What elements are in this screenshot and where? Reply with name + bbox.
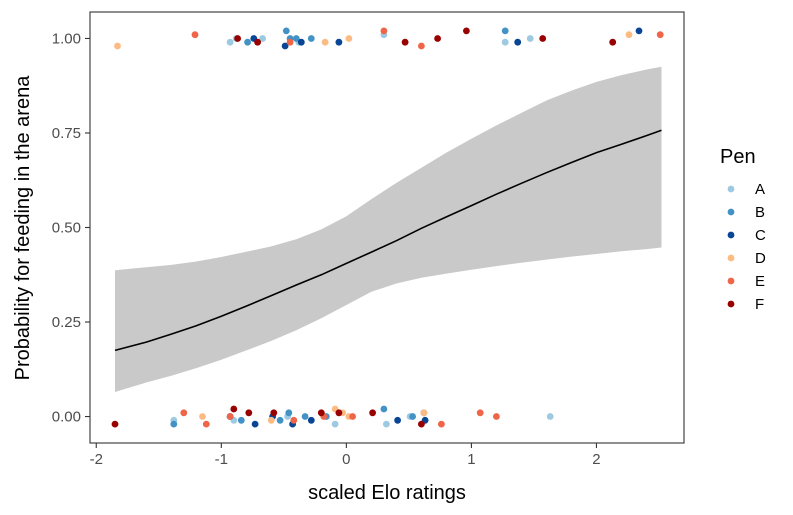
y-tick-label: 0.75 xyxy=(52,125,81,142)
data-point-pen-d xyxy=(321,38,329,46)
data-point-pen-f xyxy=(254,38,261,46)
data-point-pen-e xyxy=(290,416,298,424)
x-axis-title: scaled Elo ratings xyxy=(308,482,466,504)
data-point-pen-c xyxy=(251,420,259,428)
confidence-band xyxy=(115,66,662,393)
data-point-pen-f xyxy=(609,38,617,46)
data-point-pen-c xyxy=(307,416,315,424)
data-point-pen-a xyxy=(331,420,339,428)
data-point-pen-a xyxy=(501,38,509,46)
x-tick-label: 2 xyxy=(592,451,600,468)
data-point-pen-b xyxy=(501,27,509,35)
x-tick-label: 0 xyxy=(342,451,350,468)
y-tick-label: 0.50 xyxy=(52,220,81,237)
data-point-pen-d xyxy=(267,416,275,424)
data-point-pen-a xyxy=(383,420,390,428)
data-point-pen-c xyxy=(281,42,289,50)
legend-key-pen-a xyxy=(727,185,735,193)
data-point-pen-f xyxy=(317,409,325,417)
data-point-pen-c xyxy=(635,27,643,35)
data-point-pen-b xyxy=(380,405,388,413)
data-point-pen-e xyxy=(191,31,199,39)
data-point-pen-f xyxy=(245,409,253,417)
data-point-pen-b xyxy=(301,413,309,420)
confidence-band-layer xyxy=(115,66,662,393)
data-point-pen-f xyxy=(335,409,343,417)
data-point-pen-f xyxy=(434,35,441,42)
legend-label-pen-f: F xyxy=(755,296,764,313)
legend-key-pen-f xyxy=(727,300,735,308)
data-point-pen-e xyxy=(418,42,425,50)
data-point-pen-b xyxy=(285,409,293,417)
data-point-pen-a xyxy=(226,38,234,46)
data-point-pen-e xyxy=(656,31,664,39)
data-point-pen-c xyxy=(514,38,522,46)
data-point-pen-c xyxy=(394,416,401,424)
data-point-pen-d xyxy=(114,42,121,50)
data-point-pen-e xyxy=(476,409,484,417)
data-point-pen-a xyxy=(526,35,534,42)
data-point-pen-d xyxy=(625,31,633,39)
data-point-pen-a xyxy=(259,35,266,42)
y-tick-label: 1.00 xyxy=(52,30,81,47)
y-tick-label: 0.00 xyxy=(52,409,81,426)
data-point-pen-f xyxy=(111,420,119,428)
data-point-pen-e xyxy=(286,38,294,46)
legend-title: Pen xyxy=(720,146,756,168)
data-point-pen-f xyxy=(369,409,376,417)
data-point-pen-f xyxy=(234,35,242,42)
data-point-pen-c xyxy=(297,38,305,46)
legend-key-pen-e xyxy=(727,277,735,285)
legend-label-pen-e: E xyxy=(755,273,765,290)
y-tick-label: 0.25 xyxy=(52,314,81,331)
legend-label-pen-b: B xyxy=(755,204,765,221)
data-point-pen-d xyxy=(199,413,206,420)
legend-key-pen-c xyxy=(727,231,735,239)
data-point-pen-b xyxy=(237,416,245,424)
y-axis-ticks: 0.00 0.25 0.50 0.75 1.00 xyxy=(52,30,90,426)
data-point-pen-b xyxy=(409,413,416,420)
data-point-pen-e xyxy=(380,27,388,35)
data-point-pen-f xyxy=(230,405,238,413)
legend-label-pen-a: A xyxy=(755,181,765,198)
fitted-probability-line xyxy=(114,129,662,352)
data-point-pen-f xyxy=(463,27,470,35)
x-tick-label: 1 xyxy=(467,451,475,468)
x-tick-label: -2 xyxy=(90,451,103,468)
data-point-pen-f xyxy=(418,420,425,428)
y-axis-title: Probability for feeding in the arena xyxy=(12,75,34,381)
data-point-pen-d xyxy=(345,35,353,42)
data-point-pen-e xyxy=(180,409,188,417)
data-point-pen-c xyxy=(335,38,343,46)
data-point-pen-e xyxy=(349,413,356,420)
data-point-pen-e xyxy=(438,420,445,428)
data-point-pen-f xyxy=(401,38,409,46)
data-point-pen-b xyxy=(170,420,178,428)
data-point-pen-d xyxy=(420,409,428,417)
data-point-pen-f xyxy=(539,35,547,42)
data-point-pen-b xyxy=(307,35,315,42)
data-point-pen-e xyxy=(226,413,234,420)
legend-label-pen-c: C xyxy=(755,227,766,244)
x-axis-ticks: -2 -1 0 1 2 xyxy=(90,443,601,468)
fit-line-layer xyxy=(114,129,662,352)
data-point-pen-b xyxy=(244,38,252,46)
x-tick-label: -1 xyxy=(215,451,228,468)
data-points-layer xyxy=(111,27,664,428)
legend-key-pen-d xyxy=(727,254,735,262)
data-point-pen-f xyxy=(270,409,278,417)
legend-key-pen-b xyxy=(727,208,735,216)
data-point-pen-b xyxy=(276,416,284,424)
data-point-pen-b xyxy=(292,35,300,42)
data-point-pen-e xyxy=(202,420,210,428)
data-point-pen-b xyxy=(282,27,290,35)
legend-label-pen-d: D xyxy=(755,250,766,267)
data-point-pen-e xyxy=(493,413,500,420)
data-point-pen-a xyxy=(546,413,554,420)
